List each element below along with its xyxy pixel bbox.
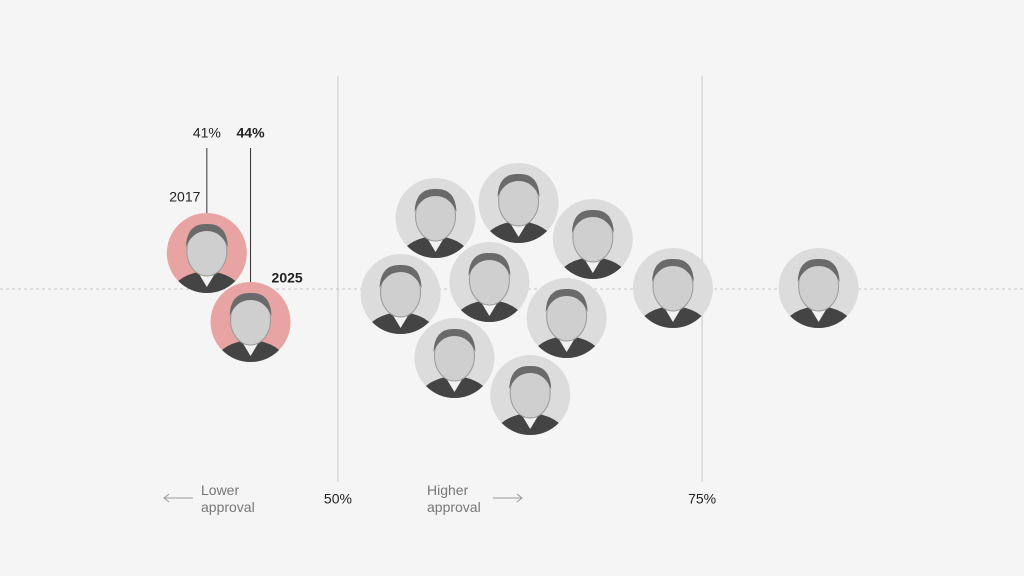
hair: [468, 252, 511, 276]
hair: [509, 365, 552, 389]
hair: [651, 258, 694, 282]
value-label: 44%: [237, 125, 266, 141]
annotation: Lower approval: [201, 482, 255, 515]
hair: [433, 328, 476, 352]
hair: [571, 209, 614, 233]
hair: [497, 173, 540, 197]
hair: [379, 264, 422, 288]
hair: [185, 223, 228, 247]
arrow-right: [493, 493, 523, 503]
hair: [545, 288, 588, 312]
value-label: 41%: [193, 125, 221, 141]
year-label: 2025: [272, 270, 303, 286]
year-label: 2017: [169, 189, 200, 205]
x-tick-label: 75%: [688, 491, 716, 507]
x-tick-label: 50%: [324, 491, 352, 507]
hair: [229, 292, 272, 316]
hair: [797, 258, 840, 282]
arrow-left: [163, 493, 193, 503]
annotation: Higher approval: [427, 482, 481, 515]
hair: [414, 188, 457, 212]
